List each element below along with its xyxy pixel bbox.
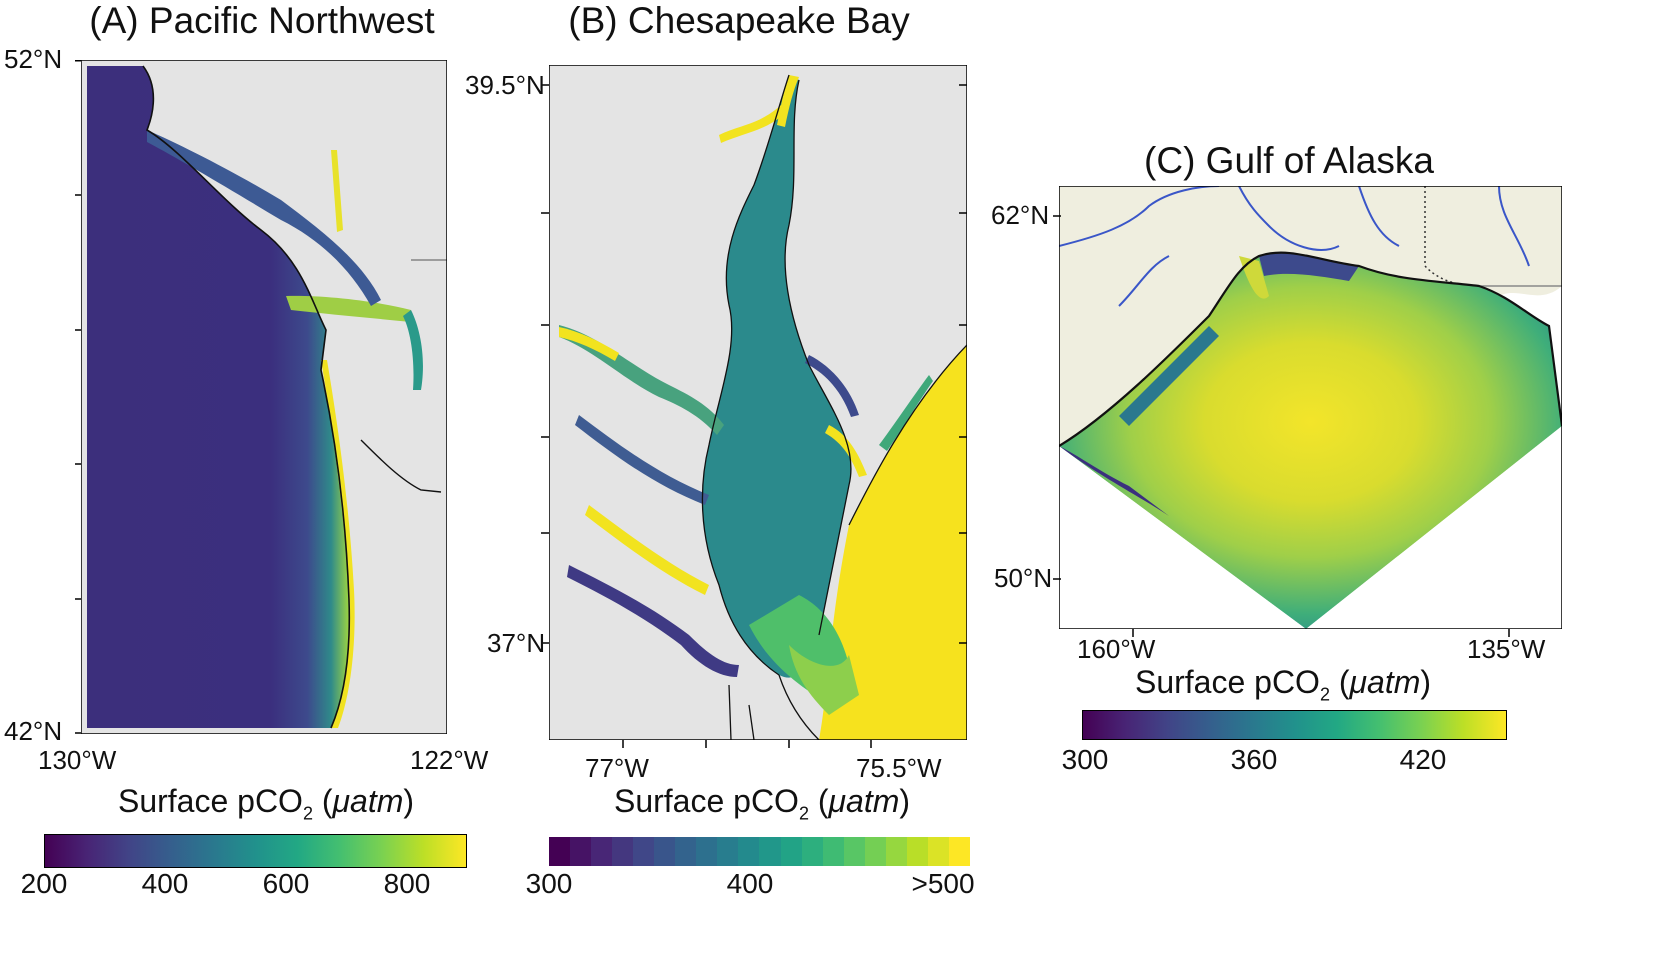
panel-b-colorbar-step: [570, 837, 592, 866]
panel-b-colorbar-step: [801, 837, 823, 866]
panel-a-colorbar-label: Surface pCO2 (μatm): [117, 783, 415, 824]
panel-c-colorbar: [1082, 710, 1507, 740]
panel-b-title: (B) Chesapeake Bay: [568, 0, 910, 41]
panel-a-map: [81, 60, 447, 734]
panel-c-colorbar-tick-1: 360: [1230, 744, 1278, 775]
panel-b-colorbar-tick-0: 300: [525, 868, 573, 899]
panel-b-colorbar-step: [885, 837, 907, 866]
panel-b-colorbar-tick-2: >500: [911, 868, 975, 899]
panel-b-colorbar-step: [675, 837, 697, 866]
panel-b-colorbar-step: [906, 837, 928, 866]
panel-a-lat-ticks: [75, 60, 83, 734]
panel-b-lon-right: 75.5°W: [856, 753, 942, 783]
panel-b-colorbar-step: [633, 837, 655, 866]
panel-a-lon-left: 130°W: [38, 745, 117, 775]
panel-b-colorbar-step: [759, 837, 781, 866]
panel-c-lat-bottom: 50°N: [994, 563, 1053, 593]
panel-b-lat-top: 39.5°N: [465, 70, 545, 100]
panel-c-colorbar-tick-0: 300: [1061, 744, 1109, 775]
panel-a-colorbar-tick-1: 400: [141, 868, 189, 899]
panel-a-lat-bottom: 42°N: [4, 716, 63, 746]
panel-a-title: (A) Pacific Northwest: [89, 0, 435, 41]
panel-c-title: (C) Gulf of Alaska: [1144, 140, 1434, 181]
panel-b-colorbar-step: [549, 837, 571, 866]
panel-b-lat-bottom: 37°N: [487, 628, 546, 658]
panel-b-colorbar-step: [864, 837, 886, 866]
panel-b-colorbar-step: [738, 837, 760, 866]
panel-b-colorbar-tick-1: 400: [726, 868, 774, 899]
panel-b-colorbar-label: Surface pCO2 (μatm): [613, 783, 911, 824]
panel-a-colorbar-tick-0: 200: [20, 868, 68, 899]
panel-c-lat-top: 62°N: [991, 200, 1050, 230]
panel-b-colorbar-step: [612, 837, 634, 866]
panel-c-lon-right: 135°W: [1467, 634, 1546, 664]
panel-b-map: [549, 65, 967, 740]
panel-b-lat-ticks: [541, 65, 981, 755]
panel-b-colorbar-step: [654, 837, 676, 866]
panel-b-colorbar-step: [948, 837, 970, 866]
panel-a-colorbar-tick-2: 600: [262, 868, 310, 899]
panel-a-colorbar: [44, 834, 467, 868]
panel-b-colorbar-step: [591, 837, 613, 866]
panel-b-colorbar-step: [843, 837, 865, 866]
panel-c-colorbar-label: Surface pCO2 (μatm): [1134, 664, 1432, 705]
panel-b-colorbar-step: [717, 837, 739, 866]
panel-b-colorbar-step: [927, 837, 949, 866]
panel-b-colorbar-step: [780, 837, 802, 866]
panel-c-lon-left: 160°W: [1077, 634, 1156, 664]
panel-a-colorbar-tick-3: 800: [383, 868, 431, 899]
panel-b-colorbar-step: [822, 837, 844, 866]
panel-b-colorbar-step: [696, 837, 718, 866]
panel-a-lon-right: 122°W: [410, 745, 489, 775]
panel-c-map: [1059, 186, 1562, 629]
panel-b-lon-left: 77°W: [585, 753, 649, 783]
panel-b-colorbar: [549, 837, 970, 866]
panel-c-colorbar-tick-2: 420: [1399, 744, 1447, 775]
panel-a-lat-top: 52°N: [4, 44, 63, 74]
panel-c-ticks: [1053, 186, 1573, 638]
